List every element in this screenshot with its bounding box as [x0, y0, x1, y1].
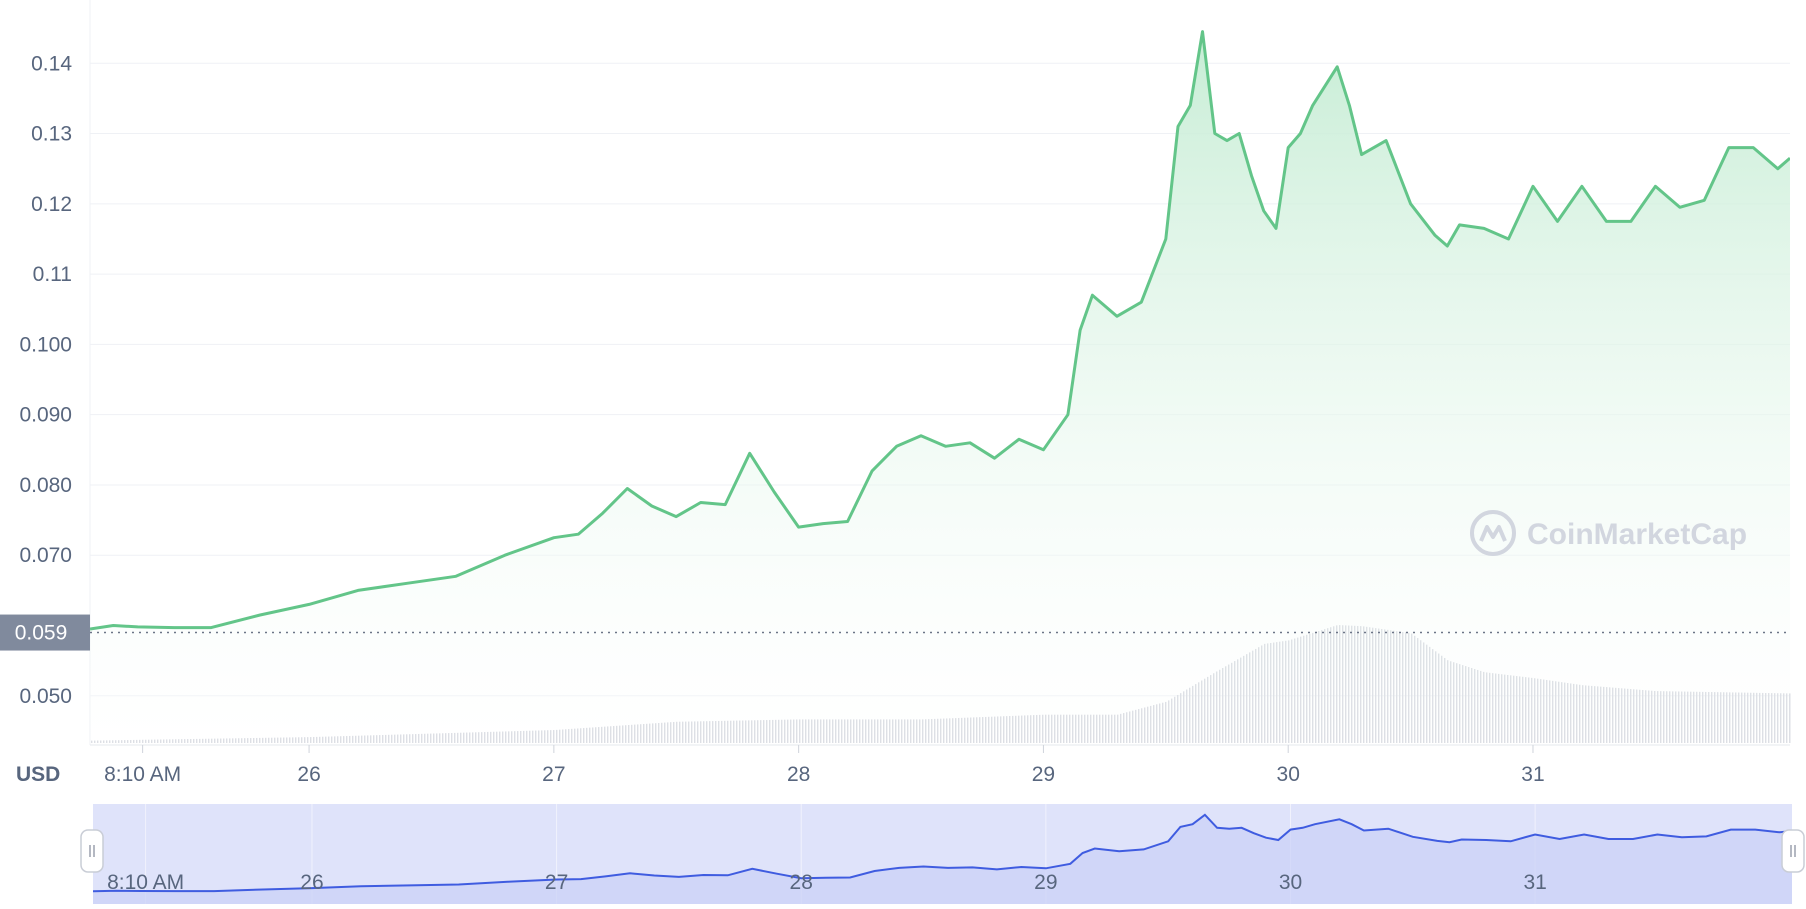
- navigator-tick-label: 31: [1523, 871, 1546, 894]
- price-area: [90, 31, 1790, 745]
- y-tick-label: 0.100: [19, 333, 72, 356]
- x-tick-label: 31: [1521, 763, 1544, 786]
- y-axis: 0.050 0.070 0.080 0.090 0.100 0.11 0.12 0.13 0.1…: [19, 52, 72, 708]
- navigator-tick-label: 26: [300, 871, 323, 894]
- navigator-tick-label: 8:10 AM: [107, 871, 184, 894]
- x-axis: 8:10 AM 26 27 28 29 30 31: [104, 745, 1545, 786]
- navigator-line: [92, 813, 1793, 904]
- x-tick-label: 26: [297, 763, 320, 786]
- y-tick-label: 0.070: [19, 544, 72, 567]
- coinmarketcap-logo-icon: [1470, 510, 1516, 556]
- y-tick-label: 0.11: [33, 263, 72, 286]
- navigator-tick-label: 27: [545, 871, 568, 894]
- navigator-series-line: [92, 813, 1793, 893]
- y-tick-label: 0.050: [19, 685, 72, 708]
- price-area-fill: [90, 31, 1790, 745]
- currency-label: USD: [16, 763, 60, 786]
- x-tick-label: 30: [1277, 763, 1300, 786]
- y-tick-label: 0.13: [31, 123, 72, 146]
- price-line: [90, 30, 1790, 631]
- navigator-right-handle[interactable]: [1781, 829, 1805, 873]
- x-tick-label: 8:10 AM: [104, 763, 181, 786]
- navigator-left-handle[interactable]: [80, 829, 104, 873]
- current-price-label-bg: [0, 614, 90, 651]
- y-tick-label: 0.090: [19, 404, 72, 427]
- current-price-marker: 0.059: [0, 614, 1790, 651]
- price-series-line: [90, 30, 1790, 631]
- navigator-tick-label: 29: [1034, 871, 1057, 894]
- current-price-label: 0.059: [15, 622, 68, 645]
- y-tick-label: 0.12: [31, 193, 72, 216]
- y-tick-label: 0.080: [19, 474, 72, 497]
- navigator-tick-label: 30: [1279, 871, 1302, 894]
- x-tick-label: 28: [787, 763, 810, 786]
- range-navigator[interactable]: 8:10 AM 26 27 28 29 30 31: [80, 804, 1805, 904]
- navigator-tick-label: 28: [790, 871, 813, 894]
- coinmarketcap-watermark: CoinMarketCap: [1470, 510, 1747, 556]
- y-tick-label: 0.14: [31, 52, 72, 75]
- x-tick-label: 29: [1032, 763, 1055, 786]
- watermark-brand: CoinMarketCap: [1527, 518, 1747, 551]
- navigator-x-axis: 8:10 AM 26 27 28 29 30 31: [107, 871, 1547, 894]
- x-tick-label: 27: [542, 763, 565, 786]
